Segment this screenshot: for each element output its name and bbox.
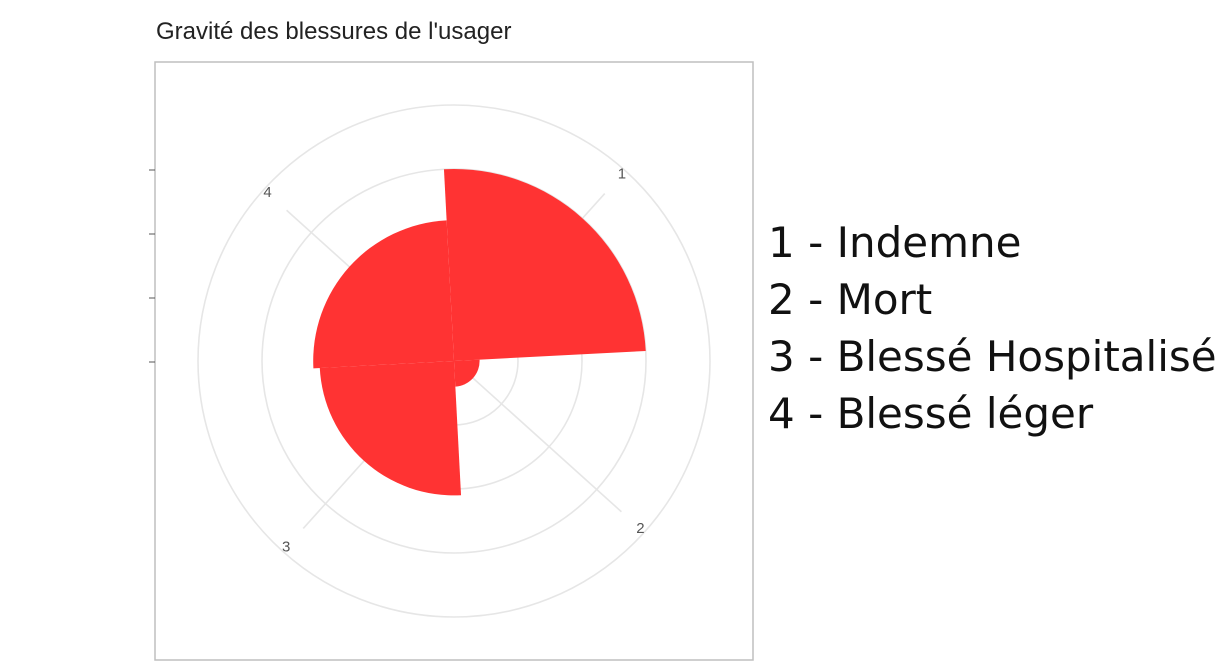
legend-item-blesse-hospitalise: 3 - Blessé Hospitalisé — [768, 332, 1217, 381]
legend-item-indemne: 1 - Indemne — [768, 218, 1022, 267]
bar-2 — [454, 359, 480, 387]
legend-item-mort: 2 - Mort — [768, 275, 933, 324]
polar-bars — [313, 168, 646, 496]
angular-tick-label: 2 — [636, 520, 644, 537]
angular-tick-label: 4 — [263, 184, 271, 201]
angular-tick-label: 3 — [282, 538, 290, 555]
bar-3 — [319, 361, 462, 496]
legend: 1 - Indemne 2 - Mort 3 - Blessé Hospital… — [768, 214, 1217, 442]
angular-tick-label: 1 — [618, 166, 626, 183]
bar-4 — [313, 220, 454, 369]
grid-circle — [197, 104, 711, 618]
bar-1 — [443, 168, 646, 361]
legend-item-blesse-leger: 4 - Blessé léger — [768, 389, 1094, 438]
angular-tick-labels: 1 2 3 4 — [263, 166, 644, 556]
chart-title: Gravité des blessures de l'usager — [156, 18, 512, 45]
grid-spoke — [453, 360, 622, 513]
